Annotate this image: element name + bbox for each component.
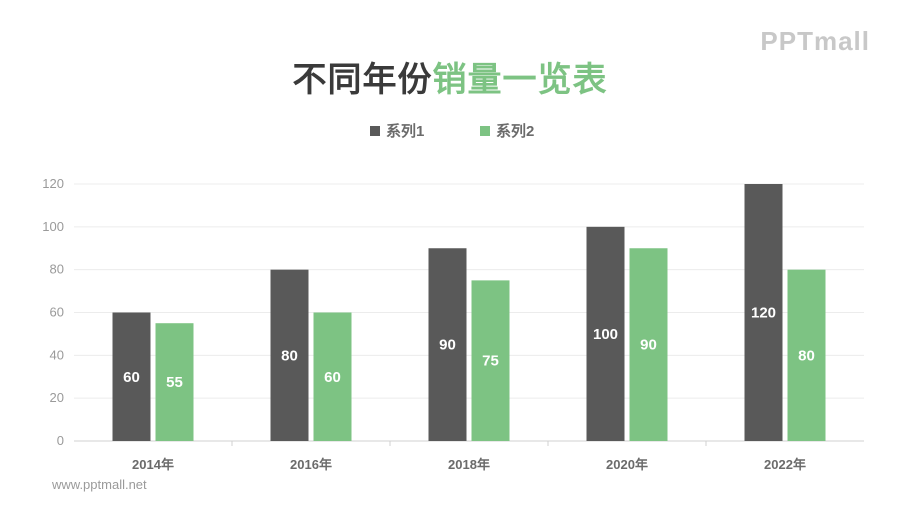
y-tick-label: 100 — [42, 219, 64, 234]
y-tick-label: 40 — [50, 347, 64, 362]
bar-series1 — [586, 226, 625, 441]
bar-series2 — [313, 312, 352, 441]
x-category-label: 2020年 — [606, 457, 648, 472]
y-tick-label: 60 — [50, 305, 64, 320]
y-tick-label: 80 — [50, 262, 64, 277]
legend-label-series1: 系列1 — [386, 123, 425, 140]
x-category-label: 2016年 — [290, 457, 332, 472]
legend-swatch-series2 — [480, 125, 490, 136]
legend-item-series2: 系列2 — [480, 120, 534, 141]
y-tick-label: 20 — [50, 390, 64, 405]
x-category-label: 2018年 — [448, 457, 490, 472]
data-label: 75 — [482, 353, 499, 370]
data-label: 60 — [123, 369, 140, 386]
bar-series2 — [471, 280, 510, 441]
title-part-dark: 不同年份 — [292, 60, 433, 100]
data-label: 90 — [439, 337, 456, 354]
data-label: 80 — [798, 347, 815, 364]
x-category-label: 2014年 — [132, 457, 174, 472]
data-label: 60 — [324, 369, 341, 386]
bar-series1 — [112, 312, 151, 441]
data-label: 55 — [166, 374, 183, 391]
x-category-label: 2022年 — [764, 457, 806, 472]
legend-swatch-series1 — [370, 125, 380, 136]
y-tick-label: 0 — [57, 433, 64, 448]
title-part-green: 销量一览表 — [432, 60, 608, 100]
data-label: 120 — [751, 305, 776, 322]
brand-logo: PPTmall — [760, 26, 870, 56]
bar-series1 — [744, 184, 783, 441]
bar-series2 — [155, 323, 194, 441]
chart-legend: 系列1 系列2 — [0, 120, 900, 142]
bar-series2 — [629, 248, 668, 441]
data-label: 80 — [281, 347, 298, 364]
y-tick-label: 120 — [42, 176, 64, 191]
bar-series1 — [270, 269, 309, 441]
data-label: 90 — [640, 337, 657, 354]
bar-series2 — [787, 269, 826, 441]
data-label: 100 — [593, 326, 618, 343]
bar-series1 — [428, 248, 467, 441]
page-title: 不同年份销量一览表 — [0, 52, 900, 101]
legend-item-series1: 系列1 — [370, 120, 424, 141]
footer-url: www.pptmall.net — [52, 477, 147, 492]
legend-label-series2: 系列2 — [496, 123, 535, 140]
